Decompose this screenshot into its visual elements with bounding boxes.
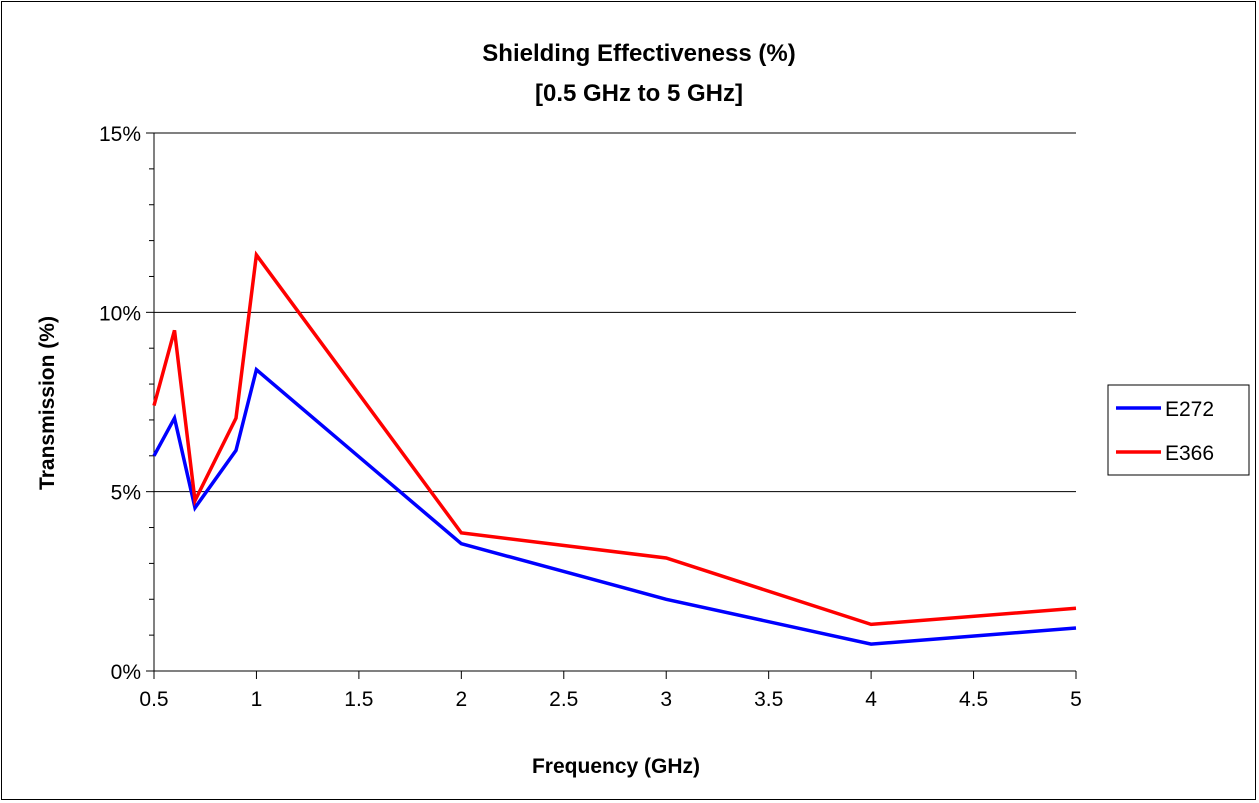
x-tick-label-6: 3.5: [754, 688, 783, 711]
x-axis-title: Frequency (GHz): [532, 755, 700, 778]
y-axis-title: Transmission (%): [36, 316, 59, 490]
series-line-e272: [152, 366, 1077, 646]
x-tick-label-4: 2.5: [549, 688, 578, 711]
x-tick-label-7: 4: [865, 688, 877, 711]
x-tick-label-9: 5: [1070, 688, 1082, 711]
x-tick-label-1: 1: [251, 688, 263, 711]
x-tick-label-3: 2: [455, 688, 467, 711]
legend-box: [1107, 384, 1250, 476]
series-lines: [152, 250, 1077, 646]
x-tick-labels: 0.5 1 1.5 2 2.5 3 3.5 4 4.5 5: [139, 688, 1081, 711]
chart-title-line-2: [0.5 GHz to 5 GHz]: [535, 80, 743, 107]
x-tick-label-0: 0.5: [139, 688, 168, 711]
legend: E272 E366: [1107, 384, 1250, 476]
legend-label-e366: E366: [1165, 442, 1214, 465]
y-tick-label-0: 0%: [111, 661, 141, 684]
x-tick-label-8: 4.5: [959, 688, 988, 711]
series-line-e366: [152, 250, 1077, 627]
y-tick-label-3: 15%: [99, 123, 141, 146]
x-tick-label-5: 3: [660, 688, 672, 711]
chart-title-line-1: Shielding Effectiveness (%): [482, 40, 795, 67]
x-tick-label-2: 1.5: [344, 688, 373, 711]
y-tick-label-2: 10%: [99, 302, 141, 325]
y-tick-labels: 0% 5% 10% 15%: [99, 123, 141, 684]
legend-label-e272: E272: [1165, 398, 1214, 421]
gridlines: [154, 132, 1076, 493]
y-tick-label-1: 5%: [111, 482, 141, 505]
axes: [146, 132, 1077, 679]
